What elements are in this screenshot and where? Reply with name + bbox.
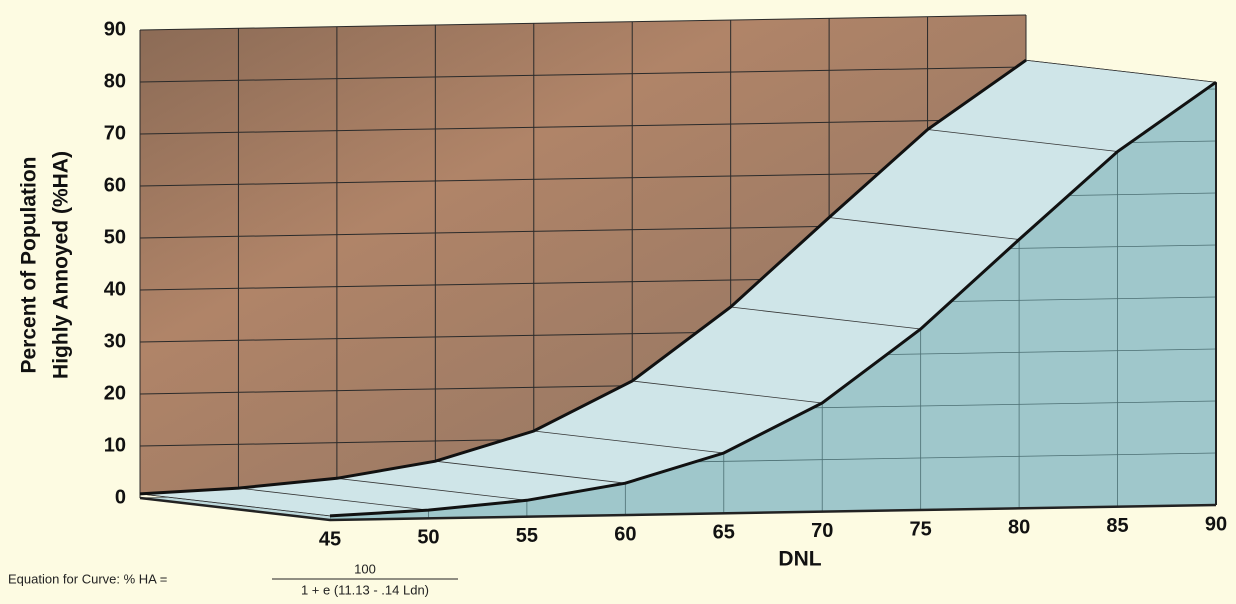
y-tick-label: 0	[115, 486, 126, 508]
y-tick-label: 50	[104, 226, 126, 248]
surface-line	[139, 493, 331, 517]
y-tick-label: 10	[104, 434, 126, 456]
x-tick-label: 50	[417, 527, 439, 549]
floor-edge	[139, 496, 1217, 522]
y-axis-label: Highly Annoyed (%HA)	[50, 151, 73, 379]
y-axis-label: Percent of Population	[18, 156, 41, 373]
x-tick-label: 70	[811, 520, 833, 542]
surface-line	[829, 217, 1020, 240]
front-curve	[329, 80, 1217, 518]
y-tick-label: 30	[104, 330, 126, 352]
surface-line	[730, 306, 921, 330]
x-tick-label: 80	[1008, 517, 1030, 539]
surface-line	[336, 477, 527, 501]
surface-line	[1025, 59, 1217, 83]
x-tick-label: 85	[1106, 515, 1128, 537]
y-tick-label: 60	[104, 174, 126, 196]
y-tick-label: 40	[104, 278, 126, 300]
equation-label: Equation for Curve: % HA =	[8, 571, 167, 586]
y-tick-label: 20	[104, 382, 126, 404]
surface-line	[533, 430, 724, 454]
x-tick-label: 55	[516, 525, 538, 547]
surface-line	[927, 129, 1118, 152]
x-tick-label: 65	[713, 522, 735, 544]
equation-numerator: 100	[354, 561, 376, 576]
surface-line	[435, 460, 626, 484]
x-tick-label: 75	[910, 518, 932, 540]
back-curve	[139, 58, 1027, 496]
surface-line	[238, 487, 429, 511]
equation-denominator: 1 + e (11.13 - .14 Ldn)	[301, 582, 429, 597]
x-tick-label: 45	[319, 528, 341, 550]
x-axis-label: DNL	[778, 548, 821, 571]
y-tick-label: 80	[104, 70, 126, 92]
y-tick-label: 70	[104, 122, 126, 144]
wall-photo	[140, 15, 1026, 494]
grid-line	[139, 66, 1027, 83]
surface-line	[632, 380, 823, 404]
x-tick-label: 60	[614, 523, 636, 545]
x-tick-label: 90	[1205, 513, 1227, 535]
grid-line	[139, 118, 1027, 135]
grid-line	[139, 14, 1027, 31]
y-tick-label: 90	[104, 18, 126, 40]
area-front	[330, 82, 1216, 520]
